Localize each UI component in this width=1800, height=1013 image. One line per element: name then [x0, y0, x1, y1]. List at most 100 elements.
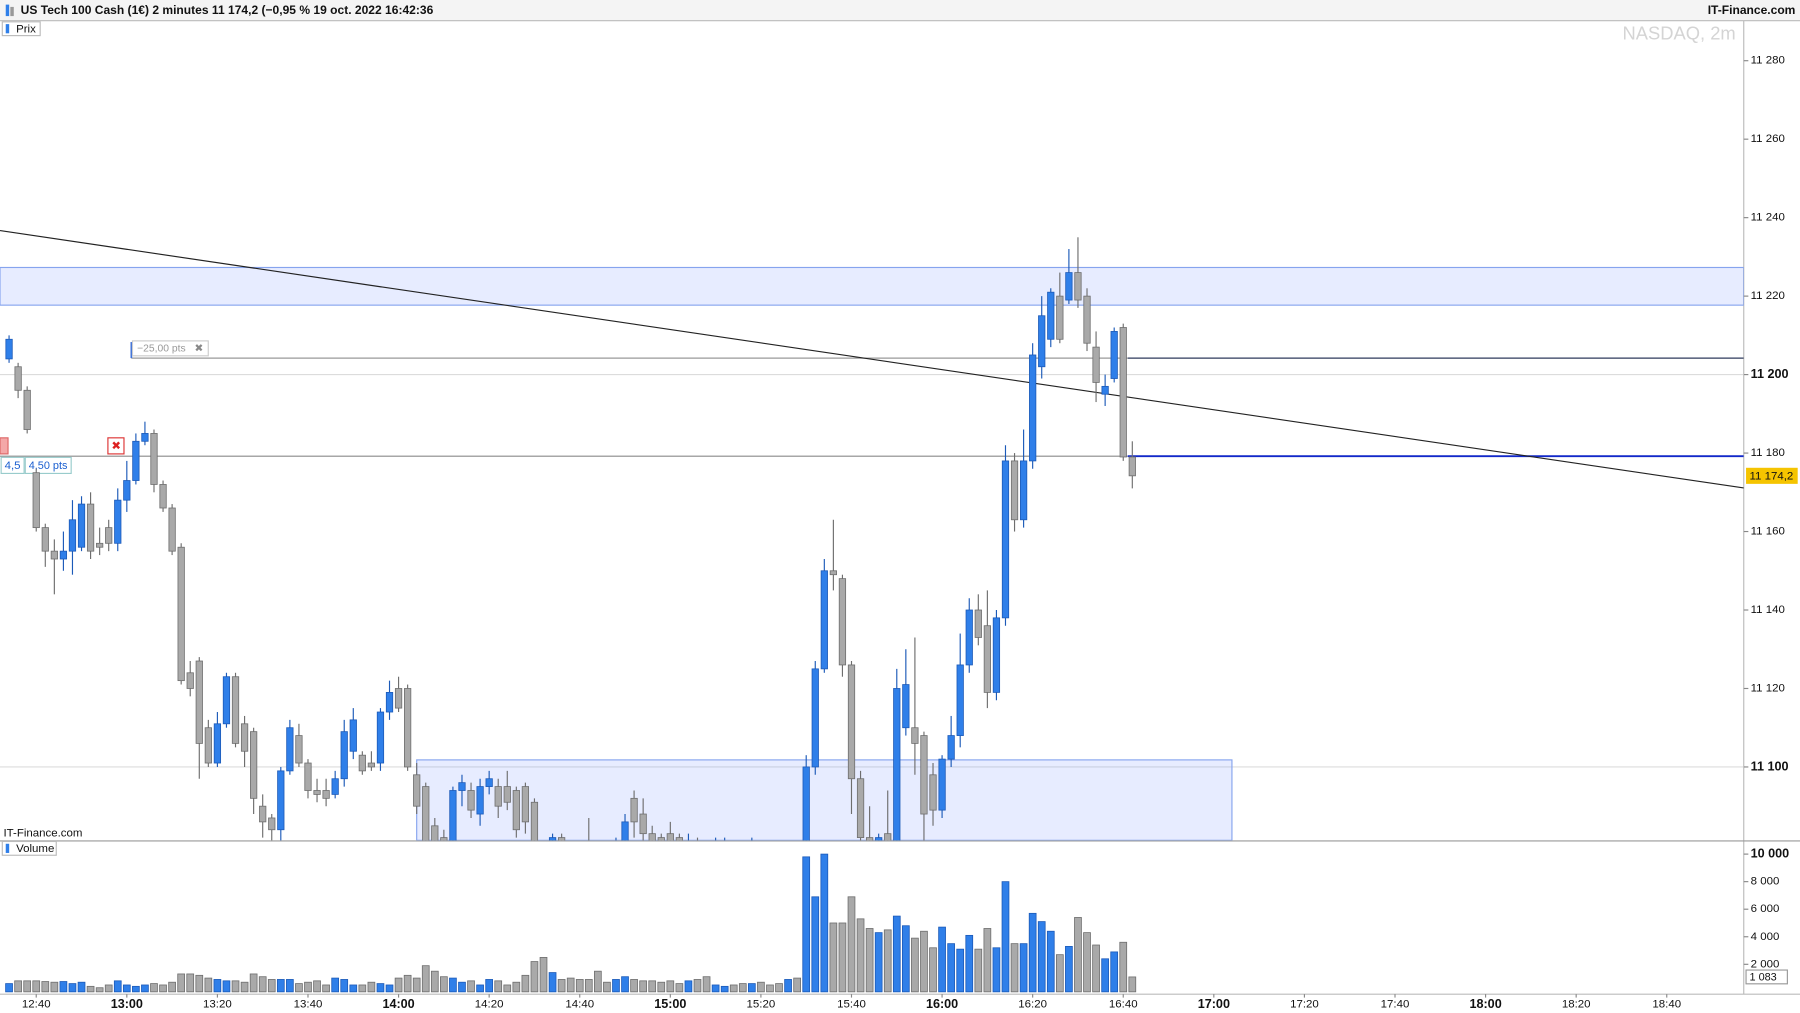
volume-bar [757, 981, 765, 993]
volume-bar [195, 974, 204, 993]
candle-body [304, 762, 312, 791]
candle-body [648, 833, 656, 841]
candle-body [159, 484, 167, 509]
volume-bar [150, 983, 158, 993]
candle-body [1110, 331, 1118, 379]
candle-body [902, 684, 910, 729]
volume-bar [684, 980, 693, 993]
candle-body [1056, 295, 1064, 340]
panel-icon [5, 24, 10, 34]
volume-bar [295, 983, 303, 993]
volume-bar [874, 932, 883, 993]
volume-bar [14, 980, 22, 993]
candle-body [259, 805, 267, 823]
volume-bar [358, 984, 367, 993]
x-tick-label: 17:20 [1290, 999, 1319, 1011]
candle-body [856, 778, 865, 838]
volume-bar [1074, 917, 1082, 993]
candle-body [168, 507, 176, 552]
candle-body [494, 786, 502, 807]
candle-body [639, 813, 647, 835]
header-brand: IT-Finance.com [1708, 3, 1796, 17]
volume-bar [476, 984, 484, 993]
candle-body [920, 735, 928, 815]
watermark: NASDAQ, 2m [1622, 22, 1735, 43]
volume-bar [748, 983, 756, 993]
price-plot: −25,00 pts ✖ ✖ 4,5 4,50 pts [0, 230, 1744, 841]
volume-bar [829, 922, 838, 993]
candle-body [286, 727, 294, 772]
candle-body [32, 472, 40, 529]
candle-body [657, 837, 665, 841]
candle-body [376, 711, 385, 764]
candle-body [440, 837, 448, 841]
x-tick-label: 16:20 [1018, 999, 1047, 1011]
candle-body [14, 366, 22, 391]
y-tick-label: 10 000 [1751, 846, 1790, 860]
volume-bar [5, 983, 13, 993]
candle-body [5, 338, 13, 360]
x-tick-label: 12:40 [22, 999, 51, 1011]
volume-bar [729, 984, 738, 993]
candle-body [1074, 272, 1082, 301]
volume-bar [394, 977, 403, 993]
volume-bar [711, 984, 720, 993]
volume-bar [811, 896, 820, 993]
volume-bar [503, 984, 512, 993]
zone [0, 266, 1744, 306]
measure-label-box [131, 340, 209, 357]
volume-bar [947, 943, 955, 993]
volume-bar [1128, 976, 1137, 993]
volume-bar [657, 981, 666, 993]
volume-bar [276, 979, 285, 993]
candle-body [666, 833, 674, 841]
candle-body [141, 433, 149, 442]
x-tick-label: 18:00 [1469, 997, 1501, 1011]
candle-body [385, 692, 394, 713]
volume-bar [240, 981, 249, 993]
panel-icon [5, 843, 10, 853]
x-tick-label: 16:40 [1109, 999, 1138, 1011]
volume-bar [467, 980, 475, 993]
candle-body [965, 609, 973, 666]
candle-body [621, 821, 629, 841]
volume-bar [1101, 958, 1109, 993]
y-tick-label: 11 180 [1751, 447, 1785, 459]
order-close-box [107, 437, 125, 455]
candle-body [802, 766, 810, 841]
source-label: IT-Finance.com [3, 827, 82, 839]
volume-bar [603, 981, 611, 993]
volume-bar [584, 979, 593, 993]
volume-bar [258, 976, 267, 993]
volume-bar [956, 948, 965, 993]
candle-body [50, 550, 58, 560]
volume-bar [793, 977, 801, 993]
volume-bar [1028, 912, 1037, 993]
x-tick-label: 18:20 [1562, 999, 1591, 1011]
candle-body [503, 786, 511, 803]
candle-body [1092, 346, 1100, 383]
y-tick-label: 11 200 [1751, 367, 1789, 381]
volume-bar [612, 979, 620, 993]
candle-body [1101, 385, 1109, 395]
candle-body [911, 727, 919, 744]
volume-bar [820, 853, 829, 993]
volume-bar [639, 980, 647, 993]
y-tick-label: 11 260 [1751, 133, 1785, 145]
candle-body [86, 503, 95, 552]
candle-body [132, 440, 140, 481]
volume-bar [340, 979, 349, 993]
y-tick-label: 11 240 [1751, 212, 1785, 224]
candle-body [105, 527, 113, 544]
candle-body [1010, 460, 1019, 521]
candle-body [1029, 354, 1037, 462]
volume-bar [430, 970, 439, 993]
volume-bar [1037, 921, 1046, 993]
candle-body [630, 797, 638, 823]
candle-body [1119, 327, 1127, 458]
volume-bar [41, 981, 50, 993]
volume-bar [892, 915, 901, 993]
x-tick-label: 13:00 [111, 997, 143, 1011]
volume-bar [104, 984, 113, 993]
